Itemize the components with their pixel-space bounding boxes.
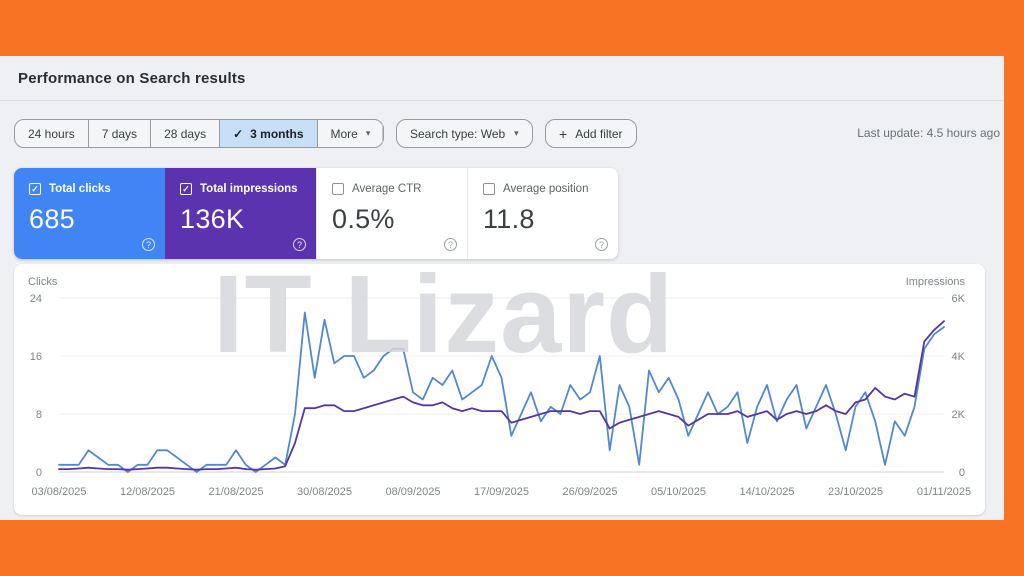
chevron-down-icon: ▾ <box>514 128 519 138</box>
metric-value: 685 <box>29 204 75 234</box>
checkbox-unchecked-icon[interactable] <box>483 183 495 195</box>
range-chip-3-months[interactable]: ✓ 3 months <box>219 120 317 147</box>
more-ranges-button[interactable]: More ▾ <box>316 120 384 147</box>
range-chip-28-days[interactable]: 28 days <box>150 120 219 147</box>
metric-cards: ✓ Total clicks 685 ? ✓ Total impressions… <box>14 168 618 259</box>
range-chip-label: 24 hours <box>28 126 75 141</box>
plus-icon: + <box>559 125 568 142</box>
svg-text:Impressions: Impressions <box>906 276 966 288</box>
range-chip-label: 28 days <box>164 126 207 141</box>
svg-text:8: 8 <box>36 409 42 421</box>
metric-value: 11.8 <box>483 204 535 234</box>
metric-label: Average CTR <box>352 183 422 195</box>
performance-chart-card: Clicks Impressions 0 8 16 24 0 2K 4K 6K 03/08/2025… <box>14 264 985 515</box>
svg-text:14/10/2025: 14/10/2025 <box>739 486 794 498</box>
svg-text:12/08/2025: 12/08/2025 <box>120 486 175 498</box>
toolbar-divider <box>382 124 383 143</box>
metric-label: Average position <box>503 183 589 195</box>
checkbox-checked-icon[interactable]: ✓ <box>180 183 192 195</box>
svg-text:0: 0 <box>36 467 42 479</box>
svg-text:6K: 6K <box>952 293 966 305</box>
metric-value: 0.5% <box>332 204 395 234</box>
range-chip-label: 3 months <box>250 126 304 141</box>
page-title: Performance on Search results <box>18 70 246 87</box>
svg-text:0: 0 <box>959 467 965 479</box>
performance-line-chart[interactable]: Clicks Impressions 0 8 16 24 0 2K 4K 6K 03/08/2025… <box>14 264 985 515</box>
svg-text:08/09/2025: 08/09/2025 <box>385 486 440 498</box>
chevron-down-icon: ▾ <box>365 128 371 138</box>
svg-text:16: 16 <box>30 351 42 363</box>
last-update-text: Last update: 4.5 hours ago <box>857 126 1000 140</box>
checkbox-unchecked-icon[interactable] <box>332 183 344 195</box>
range-chip-7-days[interactable]: 7 days <box>87 120 150 147</box>
svg-text:17/09/2025: 17/09/2025 <box>474 486 529 498</box>
svg-text:21/08/2025: 21/08/2025 <box>208 486 263 498</box>
svg-text:26/09/2025: 26/09/2025 <box>562 486 617 498</box>
add-filter-label: Add filter <box>575 126 623 141</box>
svg-text:01/11/2025: 01/11/2025 <box>917 486 971 498</box>
range-chip-label: 7 days <box>101 126 138 141</box>
svg-text:4K: 4K <box>952 351 966 363</box>
metric-label: Total impressions <box>200 183 298 195</box>
search-type-filter-button[interactable]: Search type: Web ▾ <box>396 119 533 148</box>
top-banner <box>0 0 1024 56</box>
svg-text:05/10/2025: 05/10/2025 <box>651 486 706 498</box>
metric-label: Total clicks <box>49 183 111 195</box>
svg-text:03/08/2025: 03/08/2025 <box>31 486 86 498</box>
checkbox-checked-icon[interactable]: ✓ <box>29 183 41 195</box>
search-type-label: Search type: Web <box>410 126 506 141</box>
checkmark-icon: ✓ <box>233 126 244 141</box>
svg-text:23/10/2025: 23/10/2025 <box>828 486 883 498</box>
help-icon[interactable]: ? <box>444 238 457 251</box>
date-range-chip-group: 24 hours 7 days 28 days ✓ 3 months More … <box>14 119 385 148</box>
metric-card-average-ctr[interactable]: Average CTR 0.5% ? <box>316 168 467 259</box>
bottom-banner <box>0 520 1024 576</box>
title-divider <box>0 100 1004 101</box>
help-icon[interactable]: ? <box>595 238 608 251</box>
right-banner <box>1004 56 1024 520</box>
metric-value: 136K <box>180 204 245 234</box>
more-label: More <box>330 126 358 141</box>
svg-text:24: 24 <box>30 293 42 305</box>
help-icon[interactable]: ? <box>142 238 155 251</box>
metric-card-total-impressions[interactable]: ✓ Total impressions 136K ? <box>165 168 316 259</box>
metric-card-average-position[interactable]: Average position 11.8 ? <box>467 168 618 259</box>
add-filter-button[interactable]: + Add filter <box>545 119 637 148</box>
range-chip-24-hours[interactable]: 24 hours <box>15 120 88 147</box>
svg-text:30/08/2025: 30/08/2025 <box>297 486 352 498</box>
svg-text:Clicks: Clicks <box>28 276 58 288</box>
metric-card-total-clicks[interactable]: ✓ Total clicks 685 ? <box>14 168 165 259</box>
svg-text:2K: 2K <box>952 409 966 421</box>
help-icon[interactable]: ? <box>293 238 306 251</box>
